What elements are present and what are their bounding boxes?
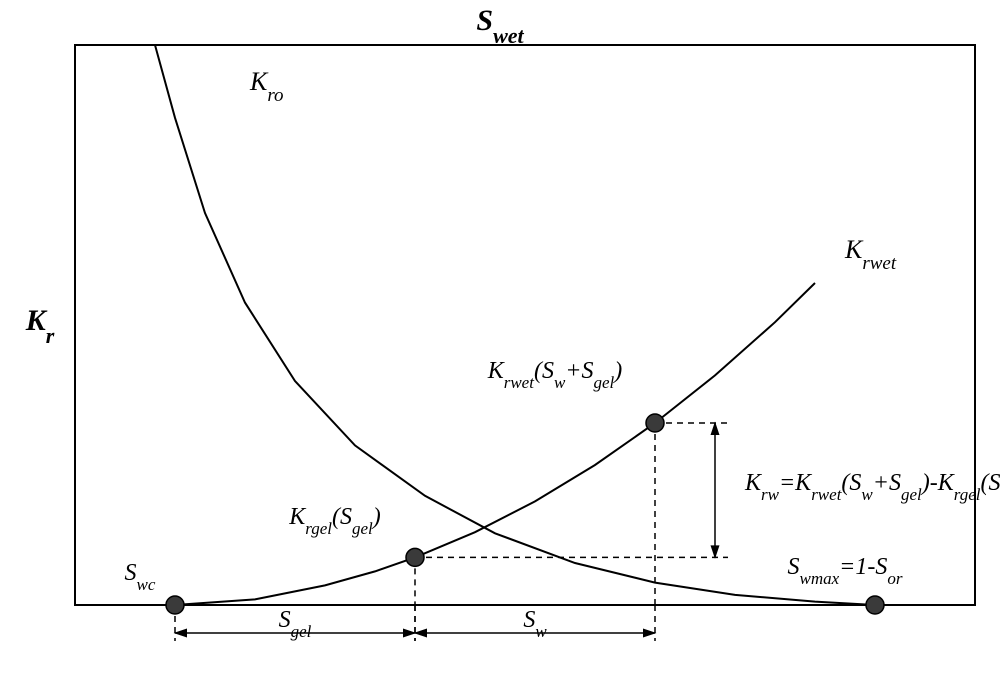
axis-label-swet: Swet bbox=[476, 4, 524, 48]
plot-frame bbox=[75, 45, 975, 605]
label-krwet: Krwet bbox=[844, 235, 897, 274]
marker-krwetpoint bbox=[646, 414, 664, 432]
curve-kro bbox=[155, 45, 875, 605]
marker-krgel bbox=[406, 548, 424, 566]
label-kro: Kro bbox=[249, 67, 284, 106]
dim-label: Sw bbox=[523, 607, 547, 641]
marker-swmax bbox=[866, 596, 884, 614]
label-krw-eq: Krw=Krwet(Sw+Sgel)-Krgel(Sgel) bbox=[744, 470, 1000, 504]
label-swmax: Swmax=1-Sor bbox=[788, 554, 903, 588]
axis-label-kr: Kr bbox=[25, 304, 55, 348]
label-krwet-point: Krwet(Sw+Sgel) bbox=[487, 358, 623, 392]
marker-swc bbox=[166, 596, 184, 614]
dim-label: Sgel bbox=[279, 607, 312, 641]
label-swc: Swc bbox=[125, 560, 156, 594]
label-krgel-point: Krgel(Sgel) bbox=[288, 504, 381, 538]
